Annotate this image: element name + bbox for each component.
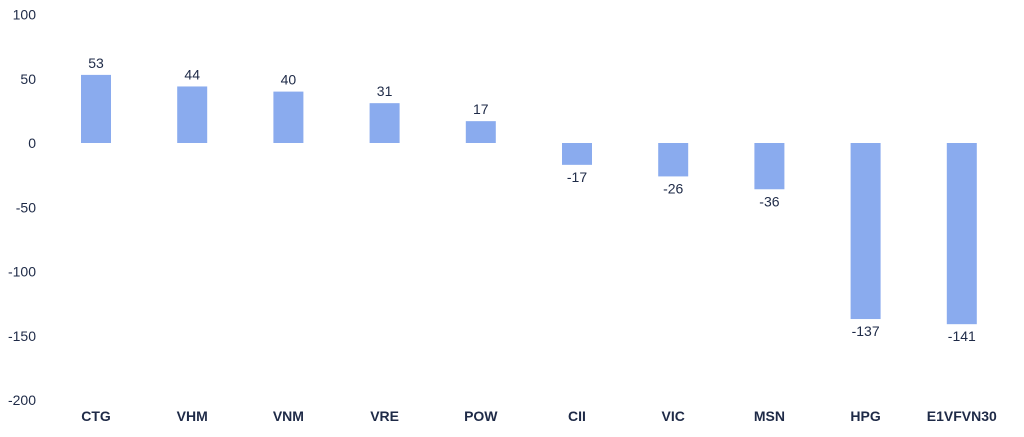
y-tick-label: -100 — [8, 264, 36, 280]
data-label: 31 — [377, 83, 393, 99]
bar-pow — [465, 121, 496, 143]
y-tick-label: -150 — [8, 328, 36, 344]
bar-vre — [369, 103, 400, 143]
data-label: -26 — [663, 180, 683, 196]
bar-ctg — [81, 74, 111, 143]
y-tick-label: 50 — [20, 71, 36, 87]
y-tick-label: 100 — [13, 7, 37, 23]
x-tick-label: HPG — [850, 408, 880, 424]
x-tick-label: VHM — [177, 408, 208, 424]
bar-vic — [658, 143, 689, 177]
data-label: -137 — [852, 323, 880, 339]
y-tick-label: -200 — [8, 392, 36, 408]
bar-msn — [754, 143, 785, 190]
x-tick-label: POW — [464, 408, 498, 424]
data-label: -141 — [948, 328, 976, 344]
data-label: -17 — [567, 169, 587, 185]
bar-hpg — [850, 143, 881, 320]
bar-e1vfvn30 — [946, 143, 977, 325]
bar-vhm — [177, 86, 208, 143]
x-tick-label: CII — [568, 408, 586, 424]
data-label: -36 — [759, 193, 779, 209]
bar-vnm — [273, 91, 304, 143]
x-tick-label: CTG — [81, 408, 111, 424]
y-tick-label: -50 — [16, 199, 36, 215]
x-tick-label: VIC — [662, 408, 685, 424]
y-tick-label: 0 — [28, 135, 36, 151]
bar-cii — [562, 143, 592, 165]
data-label: 53 — [88, 55, 104, 71]
x-tick-label: VNM — [273, 408, 304, 424]
data-label: 44 — [184, 66, 200, 82]
x-tick-label: MSN — [754, 408, 785, 424]
data-label: 17 — [473, 101, 489, 117]
x-tick-label: E1VFVN30 — [927, 408, 997, 424]
x-tick-label: VRE — [370, 408, 399, 424]
data-label: 40 — [281, 72, 297, 88]
